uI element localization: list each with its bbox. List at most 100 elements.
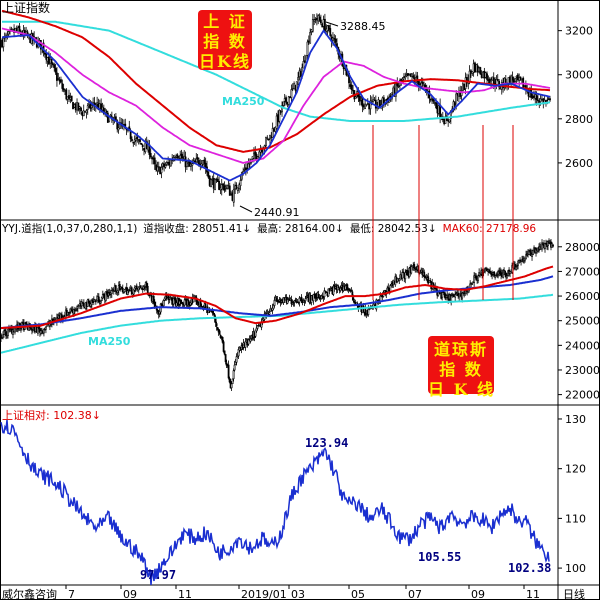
shanghai-candle-body xyxy=(455,93,458,107)
dow-candle-body xyxy=(97,296,100,303)
shanghai-candle-body xyxy=(512,79,515,83)
shanghai-candle-body xyxy=(52,63,54,66)
dow-candle-body xyxy=(211,310,214,314)
shanghai-candle-body xyxy=(258,151,261,158)
shanghai-candle-body xyxy=(7,31,10,35)
shanghai-ma-red-line xyxy=(1,9,551,153)
shanghai-candle-body xyxy=(203,159,206,164)
shanghai-candle-body xyxy=(190,163,192,167)
shanghai-candle-body xyxy=(169,159,172,167)
shanghai-candle-body xyxy=(222,183,224,186)
shanghai-candle-body xyxy=(474,62,476,73)
dow-candle-body xyxy=(375,299,378,310)
shanghai-candle-body xyxy=(109,114,112,117)
dow-candle-body xyxy=(293,300,296,303)
shanghai-candle-body xyxy=(470,70,472,73)
dow-candle-body xyxy=(232,370,235,380)
dow-candle-body xyxy=(110,290,113,294)
dow-candle-body xyxy=(234,361,237,365)
shanghai-candle-body xyxy=(136,136,139,140)
shanghai-candle-body xyxy=(311,19,314,32)
dow-candle-body xyxy=(312,294,315,302)
shanghai-candle-body xyxy=(325,28,328,32)
shanghai-candle-body xyxy=(143,148,145,151)
shanghai-title: 上证指数 xyxy=(2,0,50,15)
shanghai-candle-body xyxy=(271,128,274,138)
shanghai-candle-body xyxy=(463,83,466,91)
shanghai-candle-body xyxy=(202,160,204,165)
dow-candle-body xyxy=(126,290,129,295)
dow-candle-body xyxy=(303,301,306,303)
shanghai-candle-body xyxy=(475,64,478,73)
shanghai-candle-body xyxy=(139,139,141,143)
shanghai-candle-body xyxy=(207,171,210,178)
dow-candle-body xyxy=(82,302,85,307)
dow-candle-body xyxy=(516,265,518,267)
dow-candle-body xyxy=(532,250,534,255)
x-tick-label: 11 xyxy=(526,588,540,600)
shanghai-candle-body xyxy=(76,102,78,111)
shanghai-candle-body xyxy=(499,87,502,90)
dow-candle-body xyxy=(223,350,226,355)
shanghai-candle-body xyxy=(404,76,407,79)
shanghai-candle-body xyxy=(80,107,82,112)
shanghai-candle-body xyxy=(167,162,170,164)
dow-candle-body xyxy=(237,349,240,357)
shanghai-candle-body xyxy=(144,142,147,153)
shanghai-candle-body xyxy=(129,130,132,140)
shanghai-low-label: 2440.91 xyxy=(254,206,300,219)
dow-candle-body xyxy=(300,296,303,302)
shanghai-candle-body xyxy=(416,75,419,83)
x-tick-label: 09 xyxy=(471,588,485,600)
dow-candle-body xyxy=(162,300,165,307)
shanghai-candle-body xyxy=(333,38,336,40)
dow-candle-body xyxy=(221,336,224,343)
shanghai-candle-body xyxy=(519,76,522,80)
dow-candle-body xyxy=(233,364,236,371)
shanghai-candle-body xyxy=(211,179,214,181)
shanghai-candle-body xyxy=(200,163,203,167)
shanghai-candle-body xyxy=(84,111,86,113)
shanghai-candle-body xyxy=(72,102,74,110)
shanghai-candle-body xyxy=(53,64,56,69)
shanghai-candle-body xyxy=(238,184,241,190)
shanghai-candle-body xyxy=(113,117,116,119)
shanghai-candle-body xyxy=(78,106,81,109)
dow-candle-body xyxy=(531,254,533,258)
dow-candle-body xyxy=(273,299,276,306)
shanghai-candle-body xyxy=(88,102,90,105)
shanghai-candle-body xyxy=(179,155,182,159)
dow-candle-body xyxy=(450,295,453,302)
shanghai-candle-body xyxy=(319,19,322,24)
dow-candle-body xyxy=(3,330,5,335)
dow-candle-body xyxy=(76,306,79,309)
shanghai-candle-body xyxy=(90,105,93,109)
y-tick-label: 3200 xyxy=(565,25,593,38)
shanghai-candle-body xyxy=(281,105,283,113)
shanghai-candle-body xyxy=(155,164,157,170)
y-tick-label: 2800 xyxy=(565,113,593,126)
shanghai-candle-body xyxy=(195,158,198,163)
shanghai-candle-body xyxy=(326,25,329,31)
dow-candle-body xyxy=(139,285,142,288)
shanghai-candle-body xyxy=(58,79,61,82)
shanghai-candle-body xyxy=(453,102,456,105)
badge-line: 日K线 xyxy=(199,52,251,71)
shanghai-candle-body xyxy=(46,57,49,62)
shanghai-candle-body xyxy=(487,79,490,81)
shanghai-candle-body xyxy=(119,122,121,129)
low-label-leader xyxy=(239,205,253,213)
relative-value-label: 105.55 xyxy=(418,550,461,564)
shanghai-candle-body xyxy=(204,162,207,169)
shanghai-candle-body xyxy=(224,186,227,189)
dow-candle-body xyxy=(489,270,492,274)
shanghai-candle-body xyxy=(251,156,254,160)
shanghai-candle-body xyxy=(98,103,101,109)
shanghai-candle-body xyxy=(85,110,88,114)
shanghai-candle-body xyxy=(486,73,488,80)
shanghai-candle-body xyxy=(188,160,191,167)
high-label-leader xyxy=(325,21,339,27)
dow-header-ma: MAK60: 27178.96 xyxy=(443,223,537,235)
shanghai-candle-body xyxy=(378,100,381,106)
shanghai-candle-body xyxy=(527,92,530,97)
